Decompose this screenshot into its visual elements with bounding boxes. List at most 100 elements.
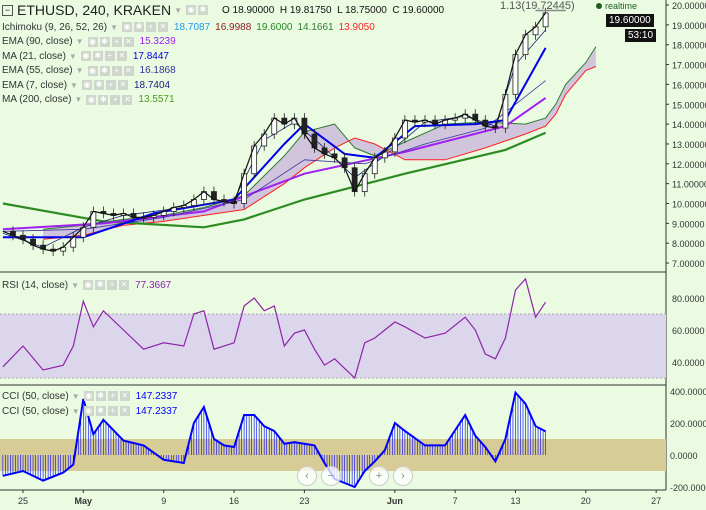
indicator-value: 18.7087 [173,21,211,33]
gear-icon[interactable]: ✱ [95,391,106,401]
chevron-down-icon[interactable]: ▼ [71,280,80,290]
cci-tick-label: 200.0000 [670,419,706,429]
indicator-value: 13.9050 [338,21,375,33]
zoom-in-button[interactable]: + [369,466,389,486]
chevron-down-icon[interactable]: ▼ [70,80,78,90]
cci-label[interactable]: CCI (50, close) [2,390,69,402]
status-dot-icon [596,3,602,9]
rsi-tick-label: 40.0000 [672,358,705,368]
eye-icon[interactable]: ◉ [81,80,92,90]
eye-icon[interactable]: ◉ [83,280,94,290]
chevron-down-icon[interactable]: ▼ [110,22,118,32]
gear-icon[interactable]: ✱ [99,65,110,76]
chevron-down-icon[interactable]: ▼ [75,37,84,46]
rsi-label[interactable]: RSI (14, close) [2,279,69,291]
eye-icon[interactable]: ◉ [87,65,98,76]
indicator-label[interactable]: Ichimoku (9, 26, 52, 26) [2,21,108,33]
gear-icon[interactable]: ✱ [95,406,106,416]
close-icon[interactable]: ✕ [157,22,168,32]
scroll-right-button[interactable]: › [393,466,413,486]
indicator-value: 19.6000 [256,21,293,33]
close-icon[interactable]: ✕ [119,391,130,401]
indicator-label[interactable]: MA (200, close) [2,94,72,105]
indicator-label[interactable]: MA (21, close) [2,50,66,62]
price-tick-label: 10.00000 [672,200,706,210]
eye-icon[interactable]: ◉ [121,22,132,32]
price-tick-label: 16.00000 [672,80,706,90]
close-icon[interactable]: ✕ [123,65,134,76]
plus-icon[interactable]: + [107,406,118,416]
gear-icon[interactable]: ✱ [95,280,106,290]
plus-icon[interactable]: + [104,51,115,61]
price-tick-label: 17.00000 [672,61,706,71]
price-tick-label: 9.00000 [672,219,705,229]
close-label: C [392,4,400,16]
gear-icon[interactable]: ✱ [98,94,109,105]
close-icon[interactable]: ✕ [119,406,130,416]
legend-buttons: ◉ ✱ [185,5,208,15]
rsi-tick-label: 80.0000 [672,294,705,304]
plus-icon[interactable]: + [110,94,121,105]
gear-icon[interactable]: ✱ [99,36,110,47]
indicator-value: 13.5571 [138,94,175,105]
eye-icon[interactable]: ◉ [87,36,98,47]
plus-icon[interactable]: + [107,391,118,401]
indicator-legend: EMA (7, close) ▼ ◉ ✱ + ✕ 18.7404 [2,78,175,92]
chevron-down-icon[interactable]: ▼ [71,391,80,401]
plus-icon[interactable]: + [111,65,122,76]
rsi-line [2,277,547,380]
low-label: L [337,4,343,16]
gear-icon[interactable]: ✱ [133,22,144,32]
eye-icon[interactable]: ◉ [83,391,94,401]
price-tick-label: 13.00000 [672,140,706,150]
symbol-title[interactable]: ETHUSD, 240, KRAKEN [17,2,172,18]
eye-icon[interactable]: ◉ [86,94,97,105]
chevron-down-icon[interactable]: ▼ [174,5,182,15]
indicator-value: 17.8447 [132,50,169,62]
indicator-legend: EMA (55, close) ▼ ◉ ✱ + ✕ 16.1868 [2,64,181,78]
collapse-icon[interactable]: − [2,4,13,16]
chevron-down-icon[interactable]: ▼ [68,51,77,61]
close-value: 19.60000 [402,4,445,16]
date-tick-label: 25 [18,496,28,506]
eye-icon[interactable]: ◉ [185,5,196,15]
price-tick-label: 15.00000 [672,100,706,110]
open-label: O [221,4,230,16]
close-icon[interactable]: ✕ [119,280,130,290]
last-price-label: 19.60000 [606,14,654,27]
realtime-label: realtime [605,1,638,11]
scroll-left-button[interactable]: ‹ [297,466,317,486]
symbol-legend: − ETHUSD, 240, KRAKEN ▼ ◉ ✱ O 18.90000 H … [2,1,444,19]
high-value: 19.81750 [289,4,332,16]
plus-icon[interactable]: + [105,80,116,90]
plus-icon[interactable]: + [107,280,118,290]
gear-icon[interactable]: ✱ [197,5,208,15]
chevron-down-icon[interactable]: ▼ [74,95,83,104]
indicator-label[interactable]: EMA (55, close) [2,65,73,76]
close-icon[interactable]: ✕ [117,80,128,90]
indicator-value: 16.9988 [215,21,252,33]
high-label: H [279,4,288,16]
eye-icon[interactable]: ◉ [80,51,91,61]
plus-icon[interactable]: + [145,22,156,32]
close-icon[interactable]: ✕ [116,51,127,61]
indicator-label[interactable]: EMA (7, close) [2,79,68,91]
chevron-down-icon[interactable]: ▼ [71,406,80,416]
low-value: 18.75000 [345,4,387,16]
gear-icon[interactable]: ✱ [92,51,103,61]
eye-icon[interactable]: ◉ [83,406,94,416]
date-tick-label: 23 [299,496,309,506]
chevron-down-icon[interactable]: ▼ [75,66,84,75]
indicator-label[interactable]: EMA (90, close) [2,36,73,47]
cci-tick-label: 0.0000 [670,451,698,461]
ichimoku-span-b [43,66,597,240]
close-icon[interactable]: ✕ [123,36,134,47]
price-line [2,12,547,252]
zoom-out-button[interactable]: − [321,466,341,486]
close-icon[interactable]: ✕ [122,94,133,105]
price-tick-label: 18.00000 [672,41,706,51]
plus-icon[interactable]: + [111,36,122,47]
gear-icon[interactable]: ✱ [93,80,104,90]
cci-label[interactable]: CCI (50, close) [2,405,69,417]
